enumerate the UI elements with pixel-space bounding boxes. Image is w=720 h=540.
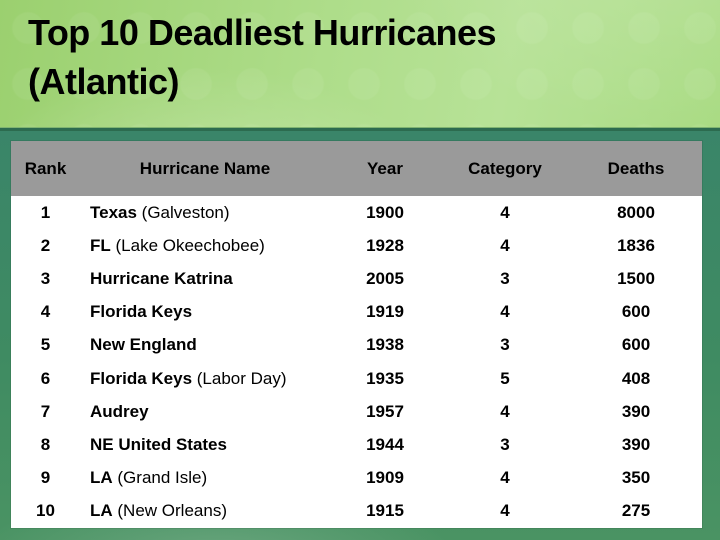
cell-deaths: 408 [621, 368, 651, 388]
page-title-line2: (Atlantic) [28, 61, 180, 102]
table-row: 10 LA (New Orleans) 1915 4 275 [11, 495, 702, 528]
hurricane-name-main: Hurricane Katrina [90, 269, 233, 288]
table-row: 4 Florida Keys 1919 4 600 [11, 296, 702, 329]
header-hurricane-name: Hurricane Name [139, 158, 271, 178]
hurricane-name-main: LA [90, 501, 113, 521]
background-pattern [0, 0, 720, 127]
cell-category: 4 [500, 235, 510, 255]
cell-year: 1928 [366, 235, 404, 255]
cell-rank: 8 [40, 435, 51, 455]
cell-deaths: 275 [621, 501, 651, 521]
cell-category: 4 [500, 202, 510, 222]
table-row: 6 Florida Keys (Labor Day) 1935 5 408 [11, 362, 702, 395]
cell-category: 4 [500, 302, 510, 322]
cell-hurricane-name: NE United States [80, 428, 330, 461]
header-category: Category [468, 158, 542, 178]
cell-rank: 3 [40, 269, 51, 288]
cell-deaths: 390 [621, 401, 651, 421]
cell-year: 1900 [366, 202, 404, 222]
cell-year: 1919 [366, 302, 404, 322]
cell-category: 3 [500, 435, 510, 455]
cell-year: 1909 [366, 468, 404, 488]
hurricane-table: Rank Hurricane Name Year Category Deaths… [11, 141, 702, 528]
cell-category: 3 [500, 269, 510, 288]
page-title-line1: Top 10 Deadliest Hurricanes [28, 12, 497, 53]
hurricane-name-main: Audrey [90, 401, 149, 421]
hurricane-name-detail: (Lake Okeechobee) [110, 235, 265, 255]
cell-hurricane-name: Texas (Galveston) [80, 196, 330, 229]
cell-rank: 6 [40, 368, 51, 388]
header-deaths: Deaths [607, 158, 665, 178]
cell-deaths: 350 [621, 468, 651, 488]
cell-deaths: 390 [621, 435, 651, 455]
hurricane-name-main: Florida Keys [90, 368, 193, 388]
cell-year: 1944 [366, 435, 404, 455]
header-year: Year [367, 158, 403, 178]
hurricane-name-main: New England [90, 335, 197, 355]
hurricane-name-detail: (Grand Isle) [112, 468, 208, 488]
cell-hurricane-name: Hurricane Katrina [80, 262, 330, 295]
cell-deaths: 1836 [617, 235, 655, 255]
cell-hurricane-name: Florida Keys [80, 296, 330, 329]
cell-rank: 9 [40, 468, 51, 488]
title-divider [0, 127, 720, 131]
table-header-row: Rank Hurricane Name Year Category Deaths [11, 141, 702, 196]
cell-deaths: 600 [621, 335, 651, 355]
hurricane-name-detail: (Galveston) [136, 202, 230, 222]
cell-year: 1935 [366, 368, 404, 388]
cell-rank: 10 [36, 501, 55, 521]
cell-rank: 1 [40, 202, 51, 222]
cell-deaths: 1500 [617, 269, 655, 288]
table-body: 1 Texas (Galveston) 1900 4 8000 2 FL (La… [11, 196, 702, 528]
table-row: 9 LA (Grand Isle) 1909 4 350 [11, 462, 702, 495]
cell-hurricane-name: Audrey [80, 395, 330, 428]
cell-hurricane-name: LA (New Orleans) [80, 495, 330, 528]
cell-category: 4 [500, 401, 510, 421]
cell-rank: 2 [40, 235, 51, 255]
cell-rank: 7 [40, 401, 51, 421]
table-row: 1 Texas (Galveston) 1900 4 8000 [11, 196, 702, 229]
cell-deaths: 8000 [617, 202, 655, 222]
hurricane-name-detail: (New Orleans) [112, 501, 227, 521]
page-title: Top 10 Deadliest Hurricanes (Atlantic) [28, 8, 497, 106]
cell-deaths: 600 [621, 302, 651, 322]
cell-year: 1938 [366, 335, 404, 355]
cell-category: 5 [500, 368, 510, 388]
table-row: 2 FL (Lake Okeechobee) 1928 4 1836 [11, 229, 702, 262]
hurricane-name-main: Florida Keys [90, 302, 193, 322]
cell-hurricane-name: Florida Keys (Labor Day) [80, 362, 330, 395]
cell-category: 3 [500, 335, 510, 355]
cell-hurricane-name: New England [80, 329, 330, 362]
table-row: 7 Audrey 1957 4 390 [11, 395, 702, 428]
cell-hurricane-name: LA (Grand Isle) [80, 462, 330, 495]
hurricane-name-main: NE United States [90, 435, 227, 455]
cell-category: 4 [500, 501, 510, 521]
slide-title-area: Top 10 Deadliest Hurricanes (Atlantic) [0, 0, 720, 127]
cell-hurricane-name: FL (Lake Okeechobee) [80, 229, 330, 262]
hurricane-name-main: Texas [90, 202, 137, 222]
cell-rank: 5 [40, 335, 51, 355]
cell-year: 1915 [366, 501, 404, 521]
table-row: 8 NE United States 1944 3 390 [11, 428, 702, 461]
hurricane-name-detail: (Labor Day) [192, 368, 287, 388]
cell-year: 1957 [366, 401, 404, 421]
header-rank: Rank [24, 158, 67, 178]
table-row: 3 Hurricane Katrina 2005 3 1500 [11, 262, 702, 295]
cell-rank: 4 [40, 302, 51, 322]
cell-category: 4 [500, 468, 510, 488]
table-row: 5 New England 1938 3 600 [11, 329, 702, 362]
hurricane-name-main: LA [90, 468, 113, 488]
cell-year: 2005 [366, 269, 404, 288]
hurricane-name-main: FL [90, 235, 111, 255]
